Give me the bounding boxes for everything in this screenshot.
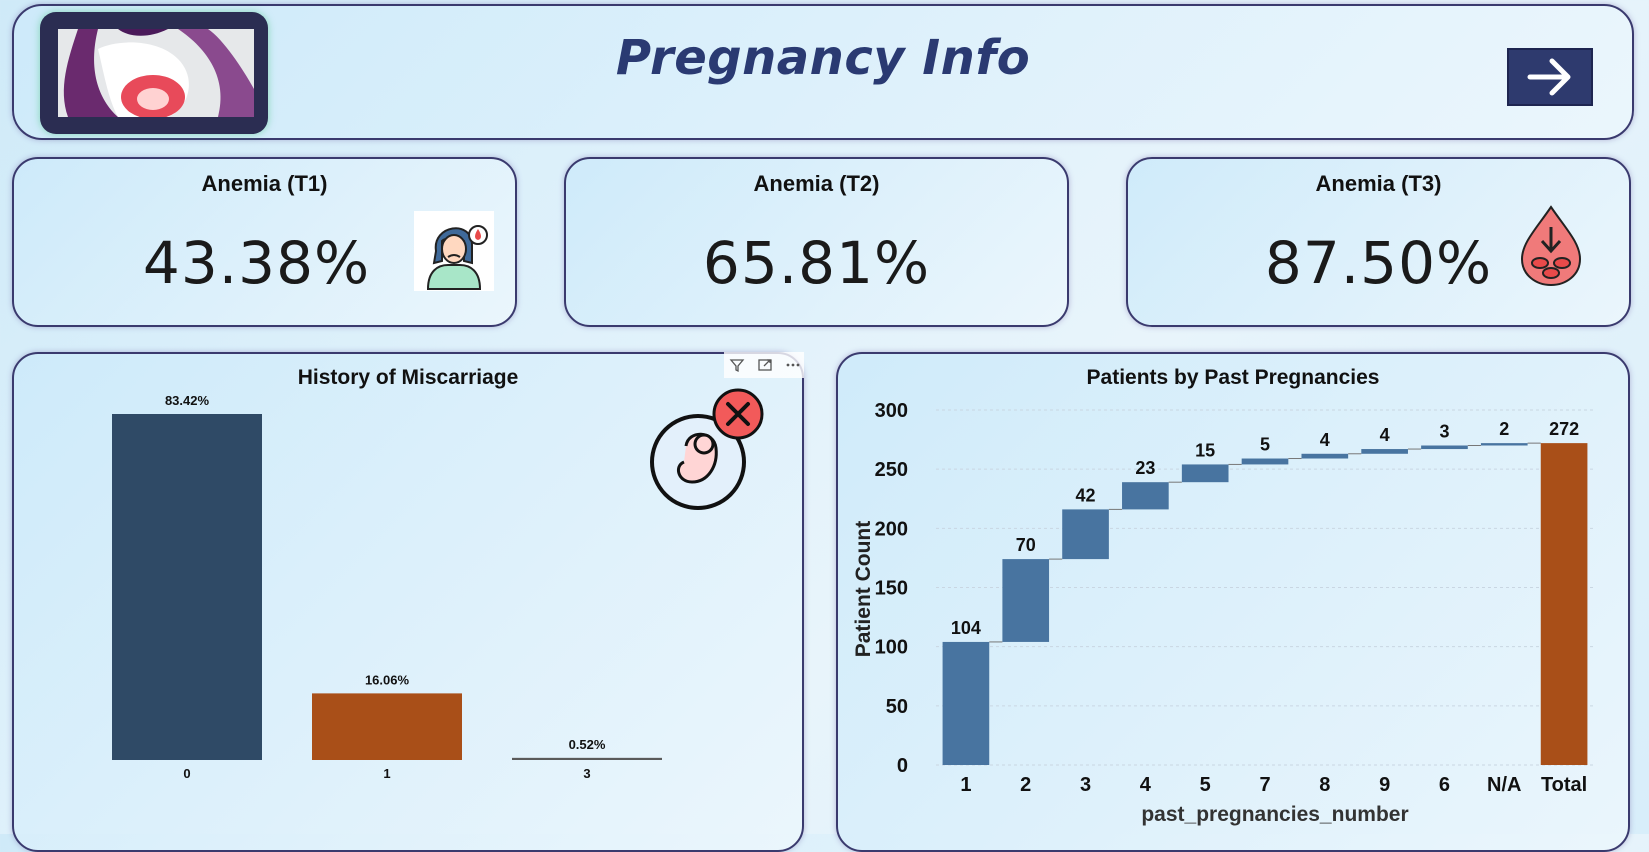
x-tick-label: 3	[583, 766, 590, 781]
next-page-button[interactable]	[1507, 48, 1593, 106]
focus-mode-icon[interactable]	[754, 354, 776, 376]
x-tick-label: 9	[1379, 774, 1390, 796]
data-label: 4	[1380, 425, 1390, 445]
y-tick-label: 100	[875, 637, 908, 659]
y-tick-label: 250	[875, 459, 908, 481]
bar-3	[512, 757, 662, 760]
bar-7	[1241, 458, 1289, 465]
kpi-label: Anemia (T1)	[201, 171, 328, 196]
kpi-value: 87.50%	[1264, 229, 1493, 297]
bar-0	[112, 414, 262, 760]
x-tick-label: 3	[1080, 774, 1091, 796]
chart-title: History of Miscarriage	[297, 366, 519, 389]
kpi-label: Anemia (T2)	[753, 171, 880, 196]
kpi-card-anemia-t1: Anemia (T1) 43.38%	[12, 157, 517, 327]
pregnant-woman-logo	[58, 29, 254, 117]
bar-9	[1361, 449, 1408, 454]
fetus-cancel-icon	[650, 388, 764, 510]
bar-1	[942, 641, 990, 765]
kpi-card-anemia-t2: Anemia (T2) 65.81%	[564, 157, 1069, 327]
x-tick-label: 7	[1259, 774, 1270, 796]
bar-2	[1002, 559, 1050, 642]
x-tick-label: 8	[1319, 774, 1330, 796]
y-tick-label: 50	[886, 696, 908, 718]
page-title: Pregnancy Info	[615, 30, 1031, 86]
x-tick-label: N/A	[1487, 774, 1521, 796]
data-label: 70	[1016, 535, 1036, 555]
y-axis-label: Patient Count	[852, 521, 875, 658]
past-pregnancies-chart: Patients by Past Pregnancies 0 50 100 150 20…	[836, 352, 1630, 852]
data-label: 4	[1320, 430, 1330, 450]
y-tick-label: 0	[897, 755, 908, 777]
bar-8	[1301, 453, 1349, 459]
y-tick-label: 300	[875, 400, 908, 422]
data-label: 83.42%	[165, 393, 210, 408]
bar-6	[1421, 445, 1468, 450]
bar-Total	[1540, 443, 1588, 765]
data-label: 272	[1549, 419, 1579, 439]
x-tick-label: 1	[383, 766, 390, 781]
x-tick-label: 6	[1439, 774, 1450, 796]
sad-woman-blood-drop-icon	[414, 211, 494, 291]
kpi-value: 65.81%	[702, 229, 931, 297]
data-label: 42	[1076, 485, 1096, 505]
kpi-label: Anemia (T3)	[1315, 171, 1442, 196]
bar-1	[312, 693, 462, 760]
data-label: 15	[1195, 440, 1215, 460]
kpi-value: 43.38%	[142, 229, 371, 297]
y-tick-label: 200	[875, 518, 908, 540]
header-banner: Pregnancy Info	[12, 4, 1634, 140]
x-tick-label: 2	[1020, 774, 1031, 796]
data-label: 0.52%	[569, 737, 606, 752]
x-tick-label: 0	[183, 766, 190, 781]
miscarriage-history-chart: History of Miscarriage 83.42% 0 16.06% 1 0.5…	[12, 352, 804, 852]
bar-4	[1122, 482, 1169, 510]
kpi-card-anemia-t3: Anemia (T3) 87.50%	[1126, 157, 1631, 327]
data-label: 104	[951, 618, 981, 638]
x-axis-label: past_pregnancies_number	[1141, 803, 1408, 826]
bar-3	[1062, 509, 1109, 560]
x-tick-label: 1	[960, 774, 971, 796]
data-label: 2	[1499, 419, 1509, 439]
filter-icon[interactable]	[726, 354, 748, 376]
more-options-icon[interactable]	[782, 354, 804, 376]
data-label: 16.06%	[365, 672, 410, 687]
chart-title: Patients by Past Pregnancies	[1086, 366, 1380, 389]
miscarriage-bar-plot: 83.42% 0 16.06% 1 0.52% 3	[112, 388, 764, 781]
data-label: 3	[1439, 422, 1449, 442]
visual-toolbar	[724, 352, 804, 378]
data-label: 5	[1260, 435, 1270, 455]
bar-5	[1181, 464, 1229, 483]
x-tick-label: 5	[1200, 774, 1211, 796]
y-tick-label: 150	[875, 578, 908, 600]
logo-frame	[40, 12, 268, 134]
bar-N/A	[1480, 443, 1528, 446]
x-tick-label: 4	[1140, 774, 1152, 796]
arrow-right-icon	[1527, 58, 1571, 96]
x-tick-label: Total	[1541, 774, 1587, 796]
data-label: 23	[1135, 458, 1155, 478]
blood-drop-down-arrow-icon	[1520, 205, 1582, 287]
